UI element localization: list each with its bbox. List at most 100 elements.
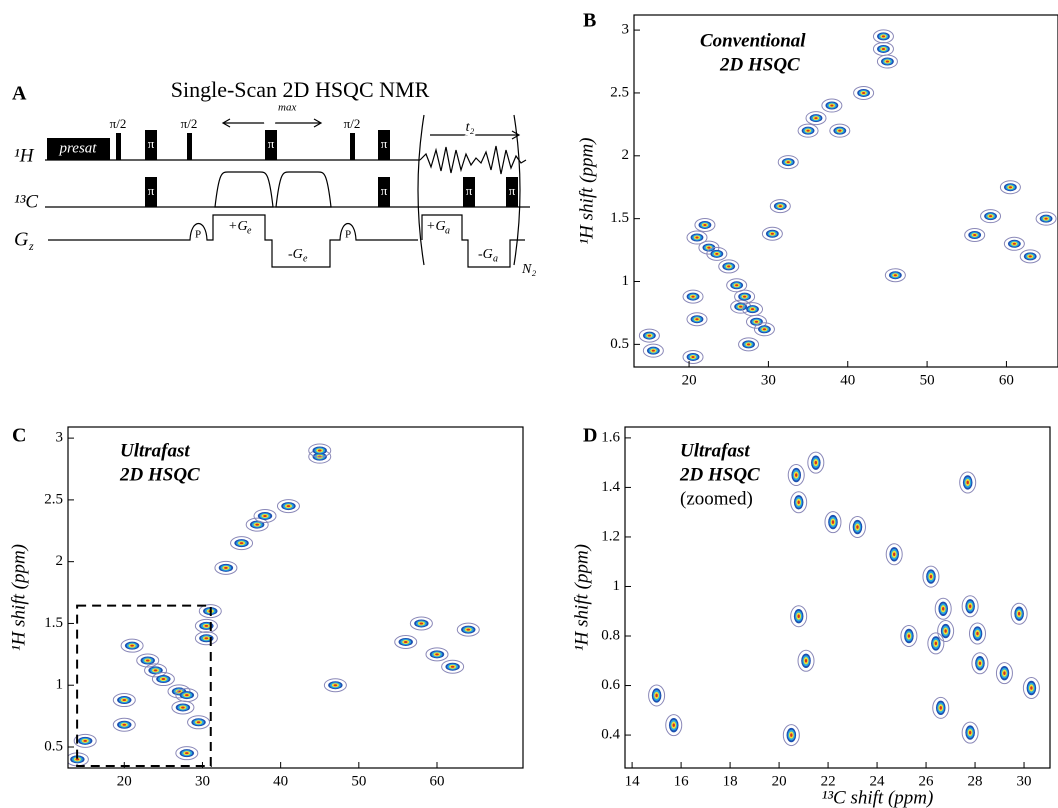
peak-contour [980,209,1002,224]
peak [922,565,940,588]
peak-contour [830,104,834,107]
pulse-label: π [509,183,516,198]
peak-contour [263,514,267,517]
peak-contour [907,634,911,638]
peak-contour [769,199,791,214]
peak [1003,236,1025,251]
peak-contour [255,523,259,526]
peak-contour [425,647,449,662]
peak-contour [770,232,774,235]
peak-contour [198,604,222,619]
peak-contour [122,699,127,702]
peak-contour [682,349,704,364]
pulse [116,133,121,160]
peak [1010,602,1028,625]
peak-contour [161,678,166,681]
peak-contour [922,565,940,588]
annotation: 2D HSQC [679,464,760,485]
peak [961,595,979,618]
peak-contour [672,723,675,727]
peak-contour [929,574,933,579]
pulse-label: π/2 [181,116,198,131]
peak-contour [253,508,277,523]
peak-contour [881,47,886,50]
peak-contour [136,653,160,668]
pulse-label: π [148,183,155,198]
peak-contour [932,696,950,719]
peak [394,634,418,649]
pulse-label: π [381,183,388,198]
pulse [265,130,277,160]
pulse [187,133,192,160]
peak [642,343,664,358]
plot-frame [624,426,1051,769]
peak-contour [746,343,751,346]
peak-contour [968,622,986,645]
peak-contour [145,659,150,662]
pulse [350,133,355,160]
peak-contour [777,155,799,170]
peak-contour [245,517,269,532]
peak [425,647,449,662]
y-tick-label: 0.6 [601,677,620,693]
peak [456,622,480,637]
exc-pulse [214,171,274,208]
x-tick-label: 20 [772,773,787,789]
peak [1019,249,1041,264]
peak [797,123,819,138]
store-pulse [275,171,332,208]
peak [777,155,799,170]
peak-contour [762,328,767,331]
t2-label: t₂ [466,120,475,135]
pulse-label: π/2 [110,116,127,131]
peak [175,746,199,761]
peak-contour [718,259,740,274]
peak-contour [703,223,707,226]
peak [726,278,748,293]
peak [927,632,945,655]
peak [959,471,977,494]
peak-contour [450,665,455,668]
x-tick-label: 30 [195,773,210,789]
peak [112,717,136,732]
x-tick-label: 26 [919,773,935,789]
t2-bg: t₂ [466,120,475,135]
peak-contour [130,644,134,647]
gradient-label: +G [228,219,248,234]
pulse-label: π [268,136,275,151]
peak [698,240,720,255]
peak-contour [239,542,244,545]
y-tick-label: 2.5 [44,491,63,507]
pulse-label: π [381,136,388,151]
peak-contour [814,117,818,120]
peak-contour [885,60,890,63]
presat-block [47,138,110,160]
gradient-label: a [493,253,498,264]
peak-contour [214,560,238,575]
peak [308,443,332,458]
annotation: Conventional [700,30,806,51]
peak-contour [937,620,955,643]
peak [409,616,433,631]
peak-contour [122,723,127,726]
peak [194,618,218,633]
peak [769,199,791,214]
peak-contour [187,715,211,730]
peak-contour [686,312,708,327]
peak [738,337,760,352]
peak [932,696,950,719]
y-tick-label: 0.5 [44,738,63,754]
peak [706,246,728,261]
peak-contour [734,289,756,304]
peak-contour [754,320,759,323]
peak-contour [151,672,175,687]
y-tick-label: 1 [56,677,64,693]
peak-contour [746,314,768,329]
peak-contour [750,308,755,311]
peak-contour [885,543,903,566]
peak-contour [120,638,144,653]
y-tick-label: 1.5 [44,615,63,631]
peak-contour [695,318,699,321]
zoom-box [76,604,212,768]
peak-contour [153,669,158,672]
